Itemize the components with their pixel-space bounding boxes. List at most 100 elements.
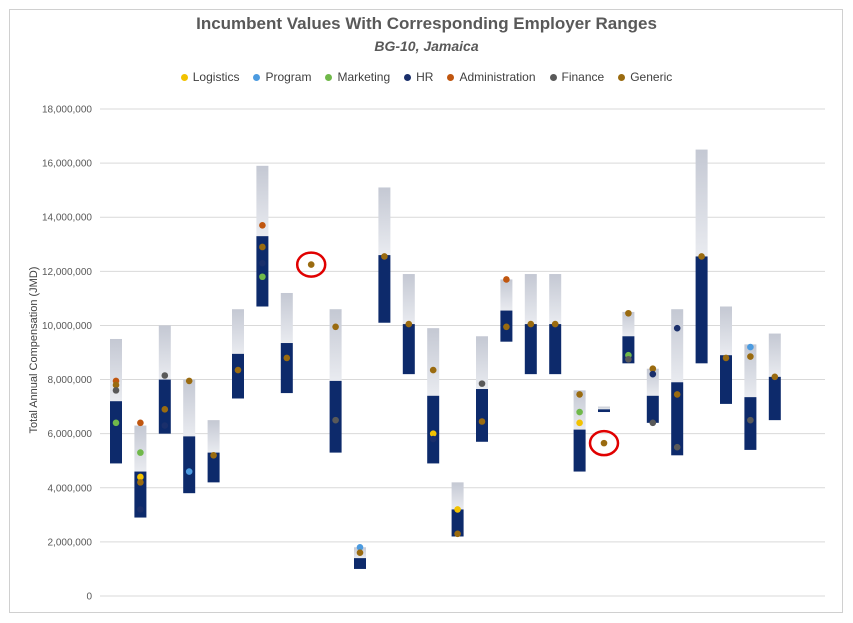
legend-marker-icon <box>447 73 455 81</box>
point-generic <box>161 406 169 413</box>
range-bar-lower <box>183 436 196 494</box>
legend-label: Generic <box>630 70 673 84</box>
range-bar-upper <box>476 336 488 390</box>
y-axis-ticks: 0 2,000,000 4,000,000 6,000,000 8,000,000 10,… <box>42 105 93 603</box>
range-bar-lower <box>354 558 366 569</box>
legend-label: Marketing <box>337 70 391 84</box>
point-generic <box>527 320 535 328</box>
range-bar-lower <box>549 324 562 375</box>
point-finance <box>478 380 486 387</box>
point-generic <box>307 261 315 268</box>
legend-item-administration: Administration <box>447 70 536 84</box>
point-finance <box>625 355 632 363</box>
range-bar-upper <box>232 309 244 354</box>
legend-marker-icon <box>549 73 557 81</box>
range-bar-lower <box>329 380 342 453</box>
highlight-circle <box>295 251 327 278</box>
y-tick-label: 6,000,000 <box>48 429 93 440</box>
range-bar-upper <box>598 406 610 410</box>
point-generic <box>625 309 632 317</box>
highlight-circle <box>588 429 620 457</box>
legend-marker-icon <box>618 73 626 81</box>
point-generic <box>112 381 120 389</box>
point-generic <box>234 366 242 374</box>
range-bars <box>110 149 781 569</box>
point-generic <box>747 353 754 360</box>
point-administration <box>503 276 510 283</box>
legend-label: Finance <box>561 70 605 84</box>
point-finance <box>112 387 120 394</box>
y-tick-label: 0 <box>86 592 92 603</box>
point-generic <box>771 373 779 381</box>
range-bar-upper <box>134 425 147 472</box>
point-generic <box>332 323 339 331</box>
point-finance <box>747 416 754 424</box>
range-bar-lower <box>207 452 220 483</box>
point-marketing <box>576 408 583 416</box>
chart-legend: Logistics Program Marketing HR Administratio… <box>0 70 853 84</box>
legend-marker-icon <box>404 73 412 81</box>
range-bar-lower <box>232 353 244 399</box>
range-bar-lower <box>476 389 488 442</box>
range-bar-lower <box>402 324 415 375</box>
range-bar-upper <box>329 309 342 381</box>
range-bar-upper <box>256 165 269 237</box>
point-generic <box>137 479 144 486</box>
legend-marker-icon <box>325 73 333 81</box>
point-marketing <box>112 419 120 427</box>
legend-item-program: Program <box>253 70 311 84</box>
range-bar-lower <box>427 395 440 464</box>
range-bar-lower <box>768 376 781 421</box>
y-tick-label: 4,000,000 <box>48 483 93 494</box>
point-hr <box>259 259 266 267</box>
point-hr <box>429 435 437 443</box>
legend-label: Program <box>265 70 312 84</box>
y-tick-label: 18,000,000 <box>42 105 92 116</box>
range-bar-upper <box>671 309 684 383</box>
point-marketing <box>137 449 144 456</box>
point-generic <box>259 243 266 251</box>
legend-label: HR <box>416 70 434 84</box>
point-logistics <box>429 430 437 437</box>
range-bar-lower <box>524 324 537 375</box>
point-generic <box>381 253 388 260</box>
range-bar-upper <box>744 344 757 398</box>
chart-subtitle: BG-10, Jamaica <box>374 38 479 54</box>
range-bar-upper <box>720 306 732 356</box>
range-bar-lower <box>646 395 659 423</box>
point-generic <box>429 366 437 374</box>
range-bar-upper <box>427 328 440 396</box>
legend-item-logistics: Logistics <box>180 70 239 84</box>
range-bar-upper <box>402 274 415 325</box>
point-hr <box>137 506 144 513</box>
point-hr <box>161 422 169 429</box>
range-bar-lower <box>598 409 610 413</box>
point-marketing <box>259 273 266 281</box>
range-bar-upper <box>280 292 293 344</box>
y-tick-label: 16,000,000 <box>42 159 92 170</box>
incumbent-points <box>112 222 779 557</box>
range-bar-upper <box>768 333 781 377</box>
y-tick-label: 10,000,000 <box>42 321 92 332</box>
point-administration <box>259 222 266 229</box>
point-generic <box>551 320 559 328</box>
point-generic <box>454 530 461 538</box>
point-program <box>356 544 364 551</box>
range-bar-upper <box>524 274 537 325</box>
range-bar-lower <box>280 343 293 394</box>
point-logistics <box>137 473 144 481</box>
range-bar-upper <box>549 274 562 325</box>
point-generic <box>673 391 681 398</box>
point-generic <box>576 391 583 398</box>
point-program <box>747 343 754 351</box>
point-finance <box>161 372 169 379</box>
legend-label: Administration <box>459 70 536 84</box>
legend-item-marketing: Marketing <box>325 70 390 84</box>
point-generic <box>283 354 291 362</box>
point-finance <box>649 419 657 427</box>
range-bar-lower <box>451 509 464 537</box>
range-bar-lower <box>378 255 391 323</box>
point-generic <box>722 354 730 362</box>
range-bar-upper <box>158 325 171 380</box>
